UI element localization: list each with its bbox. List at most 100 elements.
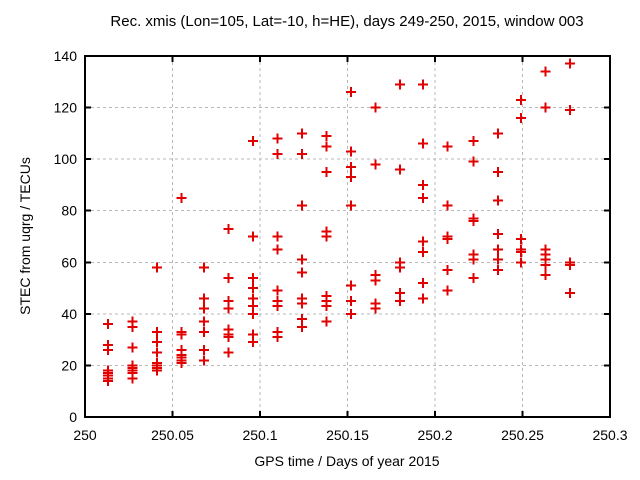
data-point-marker xyxy=(248,272,258,283)
data-point-marker xyxy=(151,326,162,337)
data-point-marker xyxy=(321,141,332,152)
data-point-marker xyxy=(395,164,405,175)
data-point-marker xyxy=(493,265,503,276)
x-tick-label: 250.1 xyxy=(242,427,277,443)
data-point-marker xyxy=(223,272,234,283)
y-axis-label: STEC from uqrg / TECUs xyxy=(17,157,33,315)
data-point-marker xyxy=(248,308,258,319)
data-point-marker xyxy=(272,285,283,296)
data-point-marker xyxy=(297,267,307,278)
data-point-marker xyxy=(346,172,356,183)
data-point-marker xyxy=(395,79,405,90)
data-point-marker xyxy=(468,216,479,227)
data-point-marker xyxy=(151,337,162,348)
data-point-marker xyxy=(540,66,551,77)
data-point-marker xyxy=(297,128,307,139)
data-point-marker xyxy=(321,130,332,141)
data-point-marker xyxy=(272,133,283,144)
data-point-marker xyxy=(297,298,307,309)
data-point-marker xyxy=(199,293,209,304)
x-tick-label: 250.05 xyxy=(151,427,194,443)
data-point-marker xyxy=(417,138,428,149)
data-point-marker xyxy=(272,148,283,159)
data-point-marker xyxy=(417,179,428,190)
x-tick-label: 250.25 xyxy=(501,427,544,443)
data-point-marker xyxy=(223,347,234,358)
data-point-marker xyxy=(417,246,428,257)
data-point-marker xyxy=(102,344,113,355)
data-point-marker xyxy=(176,357,187,368)
y-tick-label: 40 xyxy=(61,306,77,322)
data-point-marker xyxy=(515,94,526,105)
x-axis-label: GPS time / Days of year 2015 xyxy=(254,453,439,469)
axis-ticks xyxy=(84,55,611,418)
data-point-marker xyxy=(321,316,332,327)
data-point-marker xyxy=(346,295,356,306)
data-point-marker xyxy=(395,295,405,306)
data-point-marker xyxy=(417,192,428,203)
data-point-marker xyxy=(346,161,356,172)
data-point-marker xyxy=(127,342,138,353)
data-point-marker xyxy=(297,254,307,265)
data-point-marker xyxy=(272,332,283,343)
data-point-marker xyxy=(370,303,381,314)
data-point-marker xyxy=(417,236,428,247)
y-tick-label: 100 xyxy=(54,151,78,167)
data-point-marker xyxy=(540,259,551,270)
data-point-marker xyxy=(151,347,162,358)
data-point-marker xyxy=(540,270,551,281)
y-tick-label: 80 xyxy=(61,203,77,219)
data-point-marker xyxy=(564,58,575,69)
data-points xyxy=(102,58,575,386)
data-point-marker xyxy=(493,244,503,255)
data-point-marker xyxy=(223,303,234,314)
data-point-marker xyxy=(199,262,209,273)
data-point-marker xyxy=(442,234,453,245)
data-point-marker xyxy=(417,79,428,90)
data-point-marker xyxy=(442,265,453,276)
data-point-marker xyxy=(297,200,307,211)
y-tick-labels: 0 20 40 60 80 100 120 140 xyxy=(54,48,78,425)
data-point-marker xyxy=(223,223,234,234)
data-point-marker xyxy=(248,231,258,242)
data-point-marker xyxy=(127,321,138,332)
data-point-marker xyxy=(223,332,234,343)
data-point-marker xyxy=(346,280,356,291)
data-point-marker xyxy=(370,275,381,286)
x-tick-label: 250.15 xyxy=(326,427,369,443)
data-point-marker xyxy=(493,167,503,178)
x-tick-labels: 250 250.05 250.1 250.15 250.2 250.25 250.3 xyxy=(73,427,627,443)
data-point-marker xyxy=(442,200,453,211)
data-point-marker xyxy=(564,259,575,270)
data-point-marker xyxy=(515,246,526,257)
data-point-marker xyxy=(564,105,575,116)
data-point-marker xyxy=(297,148,307,159)
data-point-marker xyxy=(248,337,258,348)
data-point-marker xyxy=(321,231,332,242)
data-point-marker xyxy=(493,128,503,139)
y-tick-label: 60 xyxy=(61,254,77,270)
data-point-marker xyxy=(346,146,356,157)
data-point-marker xyxy=(346,200,356,211)
data-point-marker xyxy=(127,373,138,384)
data-point-marker xyxy=(272,244,283,255)
data-point-marker xyxy=(493,195,503,206)
data-point-marker xyxy=(493,254,503,265)
data-point-marker xyxy=(468,136,479,147)
data-point-marker xyxy=(151,262,162,273)
data-point-marker xyxy=(272,301,283,312)
data-point-marker xyxy=(102,319,113,330)
data-point-marker xyxy=(395,262,405,273)
data-point-marker xyxy=(199,355,209,366)
data-point-marker xyxy=(248,283,258,294)
data-point-marker xyxy=(297,321,307,332)
data-point-marker xyxy=(468,156,479,167)
data-point-marker xyxy=(370,159,381,170)
x-tick-label: 250.3 xyxy=(592,427,627,443)
data-point-marker xyxy=(515,234,526,245)
y-tick-label: 20 xyxy=(61,357,77,373)
data-point-marker xyxy=(199,344,209,355)
data-point-marker xyxy=(515,257,526,268)
